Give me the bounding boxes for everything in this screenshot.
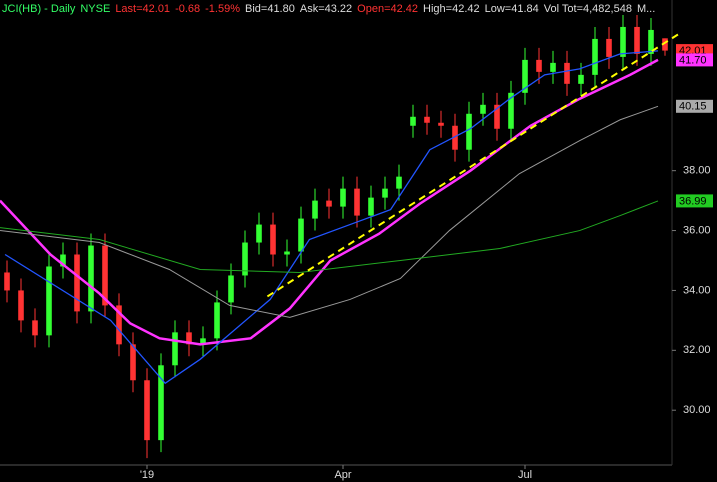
header-item: Low=41.84	[485, 3, 539, 15]
candle-body	[354, 188, 360, 216]
header-item: Vol Tot=4,482,548	[544, 3, 632, 15]
candle-body	[242, 242, 248, 276]
header-item: Last=42.01	[115, 3, 170, 15]
header-item: Open=42.42	[357, 3, 418, 15]
price-tag	[676, 53, 713, 67]
trend-line	[266, 32, 681, 298]
candle-body	[88, 245, 94, 312]
header-item: JCI(HB) - Daily	[2, 3, 76, 15]
candle-body	[312, 200, 318, 219]
candle-body	[494, 104, 500, 129]
header-item: NYSE	[80, 3, 110, 15]
candle-body	[480, 104, 486, 114]
candle-body	[466, 113, 472, 150]
candle-body	[144, 380, 150, 441]
y-tick-label: 36.00	[683, 224, 711, 236]
moving-average	[0, 200, 659, 273]
candle-body	[536, 59, 542, 72]
candle-body	[186, 332, 192, 345]
y-tick-label: 30.00	[683, 404, 711, 416]
candle-body	[32, 320, 38, 336]
y-tick-label: 34.00	[683, 284, 711, 296]
candle-body	[256, 224, 262, 243]
candle-body	[564, 62, 570, 84]
candle-body	[340, 188, 346, 207]
candle-body	[606, 38, 612, 57]
price-tag	[676, 99, 713, 113]
candle-body	[634, 26, 640, 54]
candle-body	[522, 59, 528, 93]
price-tag-label: 36.99	[679, 195, 707, 207]
candle-body	[438, 122, 444, 126]
candle-body	[452, 125, 458, 150]
candle-body	[60, 254, 66, 267]
candle-body	[4, 272, 10, 291]
candle-body	[46, 266, 52, 336]
header-item: M...	[637, 3, 655, 15]
header-item: High=42.42	[423, 3, 480, 15]
candle-body	[102, 245, 108, 306]
x-tick-label: Jul	[518, 469, 532, 481]
candle-body	[270, 224, 276, 255]
candle-body	[228, 275, 234, 303]
candle-body	[578, 74, 584, 84]
candle-body	[592, 38, 598, 75]
candle-body	[424, 116, 430, 123]
candle-body	[74, 254, 80, 312]
moving-average	[0, 105, 659, 318]
y-tick-label: 38.00	[683, 165, 711, 177]
plot-area	[4, 14, 668, 459]
moving-average	[4, 50, 659, 385]
candle-body	[214, 302, 220, 339]
candle-body	[326, 200, 332, 207]
candle-body	[662, 38, 668, 51]
candle-body	[550, 62, 556, 72]
candle-body	[298, 218, 304, 252]
x-tick-label: Apr	[334, 469, 351, 481]
candle-body	[158, 365, 164, 441]
header-item: -1.59%	[205, 3, 240, 15]
candle-body	[382, 188, 388, 198]
y-tick-label: 32.00	[683, 344, 711, 356]
candle-body	[410, 116, 416, 126]
x-tick-label: '19	[140, 469, 154, 481]
price-tag-label: 41.70	[679, 54, 707, 66]
candle-body	[172, 332, 178, 366]
candle-body	[396, 176, 402, 189]
candle-body	[200, 338, 206, 345]
candle-body	[620, 26, 626, 57]
price-tag	[676, 194, 713, 208]
candle-body	[648, 29, 654, 54]
price-tag-label: 40.15	[679, 101, 707, 113]
candle-body	[18, 290, 24, 321]
candle-body	[368, 197, 374, 216]
candle-body	[284, 251, 290, 255]
header-item: Bid=41.80	[245, 3, 295, 15]
candle-body	[508, 92, 514, 129]
candle-body	[130, 344, 136, 381]
header-item: -0.68	[175, 3, 200, 15]
header-item: Ask=43.22	[300, 3, 352, 15]
header: JCI(HB) - Daily NYSE Last=42.01 -0.68 -1.59%…	[2, 3, 655, 15]
candle-body	[116, 305, 122, 345]
